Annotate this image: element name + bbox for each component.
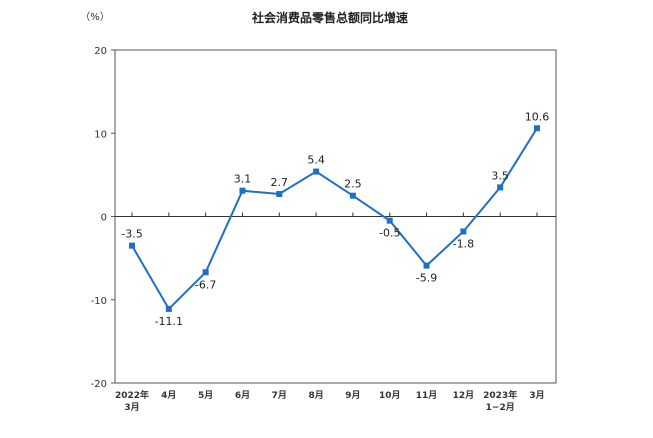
y-axis: -20 -10 0 10 20 <box>91 46 115 390</box>
data-point <box>165 305 172 312</box>
data-label: 5.4 <box>307 154 325 167</box>
data-point <box>497 184 504 191</box>
chart-title: 社会消费品零售总额同比增速 <box>251 10 408 25</box>
x-tick-label: 10月 <box>379 390 401 401</box>
data-label: -1.8 <box>453 237 474 250</box>
data-label: -3.5 <box>121 228 142 241</box>
x-tick-label: 8月 <box>308 390 323 401</box>
y-tick-label: -20 <box>91 379 107 390</box>
data-point <box>276 191 283 198</box>
data-labels: -3.5 -11.1 -6.7 3.1 2.7 5.4 2.5 -0.5 -5.9 -1.8 3.5… <box>121 110 549 328</box>
data-point <box>534 125 540 132</box>
y-tick-label: -10 <box>91 296 107 307</box>
data-point <box>129 242 135 249</box>
data-point <box>386 217 393 224</box>
x-tick-label: 12月 <box>453 390 475 401</box>
data-label: 2.5 <box>344 178 362 191</box>
y-tick-label: 10 <box>94 129 107 140</box>
x-tick-label: 11月 <box>416 390 438 401</box>
y-tick-label: 20 <box>94 46 107 57</box>
data-points <box>129 125 540 312</box>
data-label: -11.1 <box>155 315 183 328</box>
y-tick-label: 0 <box>101 213 107 224</box>
data-point <box>349 192 356 199</box>
x-tick-label: 4月 <box>161 390 176 401</box>
x-tick-label: 2022年 <box>115 389 149 401</box>
data-label: 2.7 <box>271 176 289 189</box>
data-point <box>460 228 467 235</box>
data-label: 3.5 <box>491 169 509 182</box>
x-tick-label: 5月 <box>198 390 213 401</box>
x-tick-label: 3月 <box>124 402 139 413</box>
data-label: 3.1 <box>234 173 252 186</box>
data-label: 10.6 <box>525 110 550 123</box>
data-label: -0.5 <box>379 227 400 240</box>
data-point <box>239 187 246 194</box>
x-tick-label: 7月 <box>272 390 287 401</box>
data-point <box>202 269 209 276</box>
x-tick-label: 9月 <box>345 390 360 401</box>
x-tick-label: 3月 <box>529 390 544 401</box>
y-unit-label: （%） <box>80 11 110 23</box>
series-line <box>131 127 538 311</box>
data-label: -5.9 <box>416 272 437 285</box>
data-label: -6.7 <box>195 278 216 291</box>
x-tick-label: 2023年 <box>483 389 517 401</box>
data-point <box>313 168 320 175</box>
x-tick-label: 6月 <box>235 390 250 401</box>
data-point <box>423 262 430 269</box>
x-tick-label: 1−2月 <box>486 402 515 413</box>
